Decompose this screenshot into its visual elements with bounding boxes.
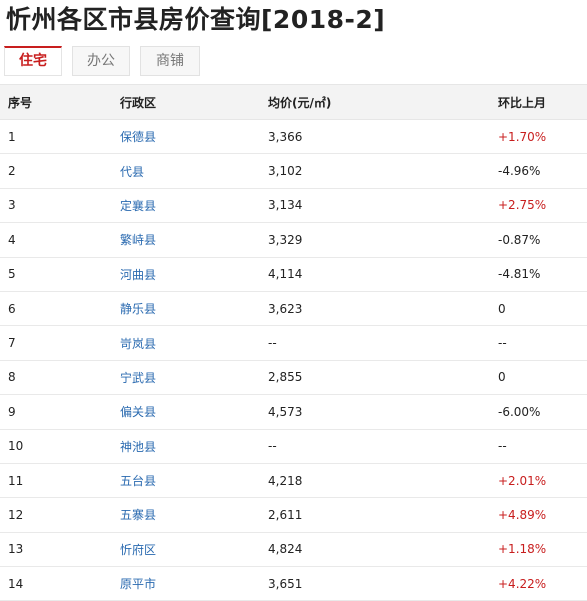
row-avg-price: 3,366	[268, 119, 498, 155]
row-mom-change: +4.22%	[498, 566, 587, 601]
row-avg-price: 3,102	[268, 153, 498, 189]
row-avg-price: 4,573	[268, 394, 498, 430]
row-mom-change: +2.01%	[498, 463, 587, 499]
row-index: 6	[0, 291, 112, 327]
table-row: 11 五台县 4,218 +2.01%	[0, 463, 587, 499]
row-district-cell: 原平市	[112, 566, 268, 601]
row-avg-price: 3,651	[268, 566, 498, 601]
row-mom-change: -4.96%	[498, 153, 587, 189]
row-district-cell: 五寨县	[112, 497, 268, 533]
row-index: 11	[0, 463, 112, 499]
header-mom-change: 环比上月	[498, 84, 587, 120]
table-row: 3 定襄县 3,134 +2.75%	[0, 188, 587, 224]
row-mom-change: +1.70%	[498, 119, 587, 155]
row-mom-change: -0.87%	[498, 222, 587, 258]
row-mom-change: --	[498, 429, 587, 464]
district-link[interactable]: 保德县	[120, 130, 157, 145]
row-avg-price: 3,623	[268, 291, 498, 327]
header-avg-price: 均价(元/㎡)	[268, 84, 498, 120]
tab-residential[interactable]: 住宅	[4, 46, 62, 76]
district-link[interactable]: 静乐县	[120, 302, 157, 317]
row-district-cell: 岢岚县	[112, 325, 268, 361]
row-index: 5	[0, 257, 112, 292]
price-table: 序号 行政区 均价(元/㎡) 环比上月 1 保德县 3,366 +1.70% 2 代县 3,…	[0, 84, 587, 601]
table-row: 13 忻府区 4,824 +1.18%	[0, 532, 587, 568]
row-mom-change: 0	[498, 360, 587, 396]
row-mom-change: +2.75%	[498, 188, 587, 224]
district-link[interactable]: 宁武县	[120, 370, 157, 385]
row-mom-change: --	[498, 325, 587, 361]
row-avg-price: 4,824	[268, 532, 498, 568]
district-link[interactable]: 忻府区	[120, 542, 157, 557]
district-link[interactable]: 原平市	[120, 577, 157, 592]
district-link[interactable]: 河曲县	[120, 267, 157, 282]
district-link[interactable]: 代县	[120, 164, 145, 179]
row-district-cell: 偏关县	[112, 394, 268, 430]
table-row: 7 岢岚县 -- --	[0, 325, 587, 361]
row-index: 1	[0, 119, 112, 155]
row-district-cell: 宁武县	[112, 360, 268, 396]
table-row: 6 静乐县 3,623 0	[0, 291, 587, 327]
row-avg-price: 3,329	[268, 222, 498, 258]
district-link[interactable]: 定襄县	[120, 198, 157, 213]
row-index: 10	[0, 429, 112, 464]
table-body: 1 保德县 3,366 +1.70% 2 代县 3,102 -4.96% 3 定襄县 3,134 +2…	[0, 119, 587, 601]
table-row: 2 代县 3,102 -4.96%	[0, 153, 587, 189]
table-row: 1 保德县 3,366 +1.70%	[0, 119, 587, 155]
page-title: 忻州各区市县房价查询[2018-2]	[6, 5, 386, 34]
row-district-cell: 五台县	[112, 463, 268, 499]
row-mom-change: +1.18%	[498, 532, 587, 568]
row-avg-price: --	[268, 325, 498, 361]
district-link[interactable]: 五台县	[120, 474, 157, 489]
table-row: 14 原平市 3,651 +4.22%	[0, 566, 587, 601]
row-mom-change: 0	[498, 291, 587, 327]
row-avg-price: --	[268, 429, 498, 464]
table-row: 12 五寨县 2,611 +4.89%	[0, 497, 587, 533]
table-row: 8 宁武县 2,855 0	[0, 360, 587, 396]
district-link[interactable]: 神池县	[120, 439, 157, 454]
row-district-cell: 忻府区	[112, 532, 268, 568]
district-link[interactable]: 偏关县	[120, 405, 157, 420]
row-district-cell: 代县	[112, 153, 268, 189]
property-type-tabs: 住宅 办公 商铺	[4, 46, 200, 76]
row-avg-price: 4,218	[268, 463, 498, 499]
table-row: 10 神池县 -- --	[0, 429, 587, 464]
tab-retail[interactable]: 商铺	[140, 46, 200, 76]
row-avg-price: 4,114	[268, 257, 498, 292]
row-district-cell: 保德县	[112, 119, 268, 155]
row-index: 8	[0, 360, 112, 396]
district-link[interactable]: 岢岚县	[120, 336, 157, 351]
row-avg-price: 3,134	[268, 188, 498, 224]
table-row: 5 河曲县 4,114 -4.81%	[0, 257, 587, 292]
row-index: 4	[0, 222, 112, 258]
header-district: 行政区	[112, 84, 268, 120]
tab-office[interactable]: 办公	[72, 46, 130, 76]
row-index: 7	[0, 325, 112, 361]
row-district-cell: 定襄县	[112, 188, 268, 224]
district-link[interactable]: 五寨县	[120, 508, 157, 523]
district-link[interactable]: 繁峙县	[120, 233, 157, 248]
row-avg-price: 2,855	[268, 360, 498, 396]
row-index: 9	[0, 394, 112, 430]
row-index: 3	[0, 188, 112, 224]
table-header-row: 序号 行政区 均价(元/㎡) 环比上月	[0, 84, 587, 120]
row-district-cell: 河曲县	[112, 257, 268, 292]
row-index: 13	[0, 532, 112, 568]
row-avg-price: 2,611	[268, 497, 498, 533]
table-row: 9 偏关县 4,573 -6.00%	[0, 394, 587, 430]
row-mom-change: -6.00%	[498, 394, 587, 430]
row-index: 14	[0, 566, 112, 601]
row-index: 2	[0, 153, 112, 189]
header-index: 序号	[0, 84, 112, 120]
row-mom-change: -4.81%	[498, 257, 587, 292]
row-mom-change: +4.89%	[498, 497, 587, 533]
row-district-cell: 静乐县	[112, 291, 268, 327]
table-row: 4 繁峙县 3,329 -0.87%	[0, 222, 587, 258]
row-district-cell: 繁峙县	[112, 222, 268, 258]
row-index: 12	[0, 497, 112, 533]
row-district-cell: 神池县	[112, 429, 268, 464]
